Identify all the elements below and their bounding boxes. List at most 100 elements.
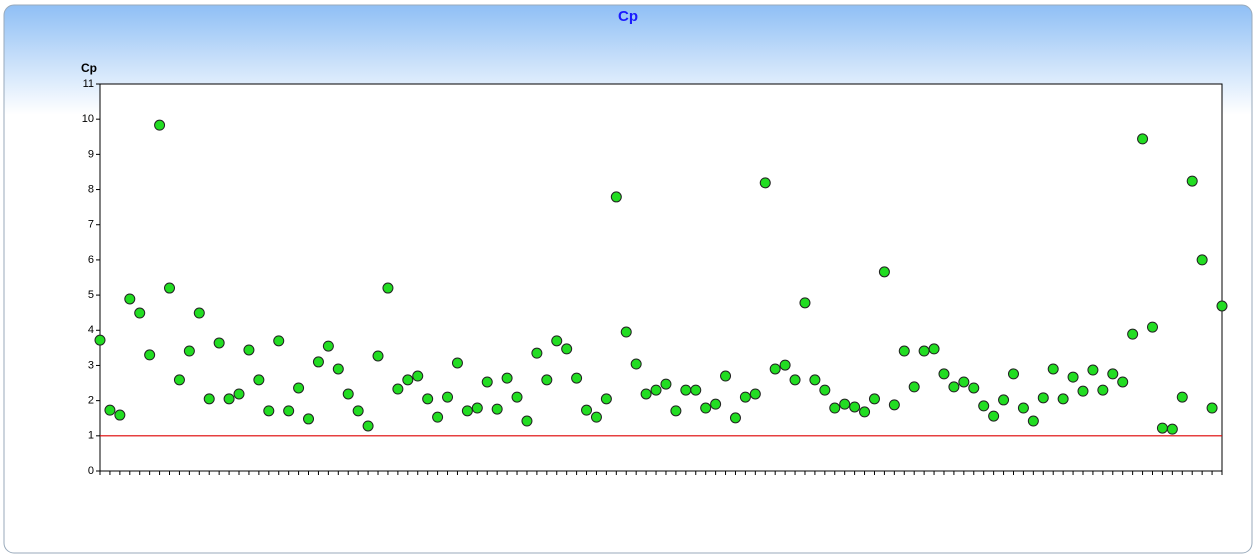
- y-axis-label: Cp: [81, 61, 97, 75]
- point: [382, 282, 394, 294]
- y-tick-label: 8: [88, 183, 94, 195]
- point: [998, 394, 1010, 406]
- point: [958, 376, 970, 388]
- point: [809, 374, 821, 386]
- point: [789, 374, 801, 386]
- point: [461, 405, 473, 417]
- point: [531, 347, 543, 359]
- point: [590, 411, 602, 423]
- point: [501, 372, 513, 384]
- point: [551, 335, 563, 347]
- point: [630, 358, 642, 370]
- point: [1137, 133, 1149, 145]
- point: [581, 404, 593, 416]
- point: [372, 350, 384, 362]
- point: [1206, 402, 1218, 414]
- point: [481, 376, 493, 388]
- point: [332, 363, 344, 375]
- point: [1186, 175, 1198, 187]
- point: [690, 384, 702, 396]
- y-tick-label: 9: [88, 148, 94, 160]
- point: [908, 381, 920, 393]
- point: [660, 378, 672, 390]
- point: [283, 405, 295, 417]
- point: [1216, 300, 1228, 312]
- point: [263, 405, 275, 417]
- point: [1107, 368, 1119, 380]
- point: [124, 293, 136, 305]
- point: [342, 388, 354, 400]
- point: [868, 393, 880, 405]
- point: [173, 374, 185, 386]
- point: [729, 412, 741, 424]
- point: [680, 384, 692, 396]
- point: [1037, 392, 1049, 404]
- y-tick-label: 5: [88, 289, 94, 301]
- y-tick-label: 7: [88, 219, 94, 231]
- point: [571, 372, 583, 384]
- point: [223, 393, 235, 405]
- point: [1176, 391, 1188, 403]
- point: [759, 177, 771, 189]
- point: [1127, 328, 1139, 340]
- point: [769, 363, 781, 375]
- point: [114, 409, 126, 421]
- y-tick-label: 0: [88, 465, 94, 477]
- point: [938, 368, 950, 380]
- point: [819, 384, 831, 396]
- point: [233, 388, 245, 400]
- point: [859, 406, 871, 418]
- point: [1146, 321, 1158, 333]
- point: [273, 335, 285, 347]
- point: [1087, 364, 1099, 376]
- point: [213, 337, 225, 349]
- point: [412, 370, 424, 382]
- point: [620, 326, 632, 338]
- chart-title: Cp: [618, 8, 638, 25]
- point: [183, 345, 195, 357]
- point: [948, 381, 960, 393]
- y-tick-label: 6: [88, 254, 94, 266]
- point: [670, 405, 682, 417]
- point: [839, 398, 851, 410]
- point: [600, 393, 612, 405]
- point: [471, 402, 483, 414]
- point: [898, 345, 910, 357]
- point: [432, 411, 444, 423]
- point: [1156, 422, 1168, 434]
- point: [1027, 415, 1039, 427]
- point: [1047, 363, 1059, 375]
- point: [303, 413, 315, 425]
- point: [1196, 254, 1208, 266]
- point: [610, 191, 622, 203]
- point: [928, 343, 940, 355]
- y-tick-label: 2: [88, 395, 94, 407]
- point: [650, 384, 662, 396]
- point: [749, 388, 761, 400]
- point: [422, 393, 434, 405]
- point: [154, 119, 166, 131]
- point: [918, 345, 930, 357]
- point: [491, 403, 503, 415]
- point: [193, 307, 205, 319]
- point: [144, 349, 156, 361]
- point: [561, 343, 573, 355]
- point: [293, 382, 305, 394]
- point: [988, 410, 1000, 422]
- point: [253, 374, 265, 386]
- point: [799, 297, 811, 309]
- point: [1067, 371, 1079, 383]
- point: [888, 399, 900, 411]
- point: [1166, 423, 1178, 435]
- point: [312, 356, 324, 368]
- point: [1057, 393, 1069, 405]
- point: [1007, 368, 1019, 380]
- point: [104, 404, 116, 416]
- point: [94, 334, 106, 346]
- y-tick-label: 1: [88, 430, 94, 442]
- point: [352, 405, 364, 417]
- point: [968, 382, 980, 394]
- point: [878, 266, 890, 278]
- point: [710, 398, 722, 410]
